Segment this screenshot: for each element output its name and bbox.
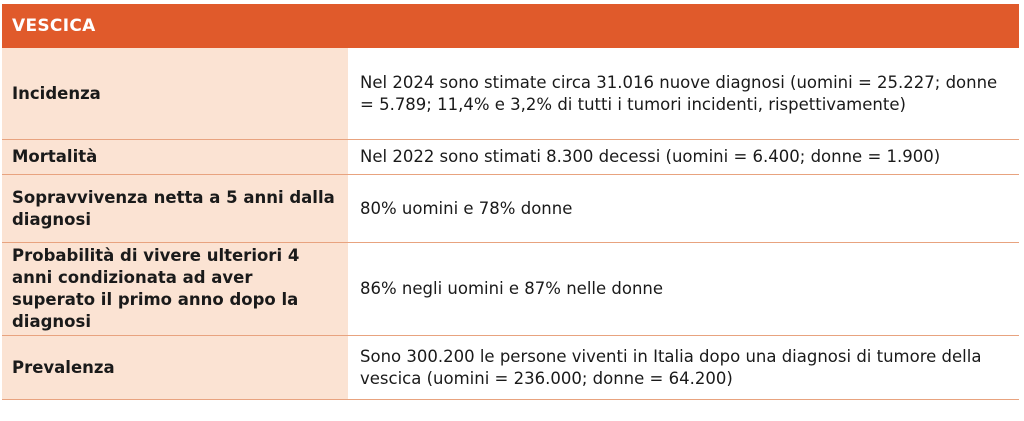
table-row-sopravvivenza: Sopravvivenza netta a 5 anni dalla diagn… (2, 175, 1019, 243)
row-value: Nel 2022 sono stimati 8.300 decessi (uom… (348, 140, 1019, 174)
table-row-incidenza: Incidenza Nel 2024 sono stimate circa 31… (2, 48, 1019, 140)
row-value: Nel 2024 sono stimate circa 31.016 nuove… (348, 48, 1019, 139)
info-table: VESCICA Incidenza Nel 2024 sono stimate … (2, 4, 1019, 400)
table-title: VESCICA (2, 4, 1019, 48)
row-value: 86% negli uomini e 87% nelle donne (348, 243, 1019, 335)
row-label: Incidenza (2, 48, 348, 139)
row-label: Probabilità di vivere ulteriori 4 anni c… (2, 243, 348, 335)
row-value: Sono 300.200 le persone viventi in Itali… (348, 336, 1019, 399)
row-value: 80% uomini e 78% donne (348, 175, 1019, 242)
table-row-prevalenza: Prevalenza Sono 300.200 le persone viven… (2, 336, 1019, 400)
row-label: Prevalenza (2, 336, 348, 399)
row-label: Mortalità (2, 140, 348, 174)
table-row-mortalita: Mortalità Nel 2022 sono stimati 8.300 de… (2, 140, 1019, 175)
row-label: Sopravvivenza netta a 5 anni dalla diagn… (2, 175, 348, 242)
table-row-probabilita: Probabilità di vivere ulteriori 4 anni c… (2, 243, 1019, 336)
